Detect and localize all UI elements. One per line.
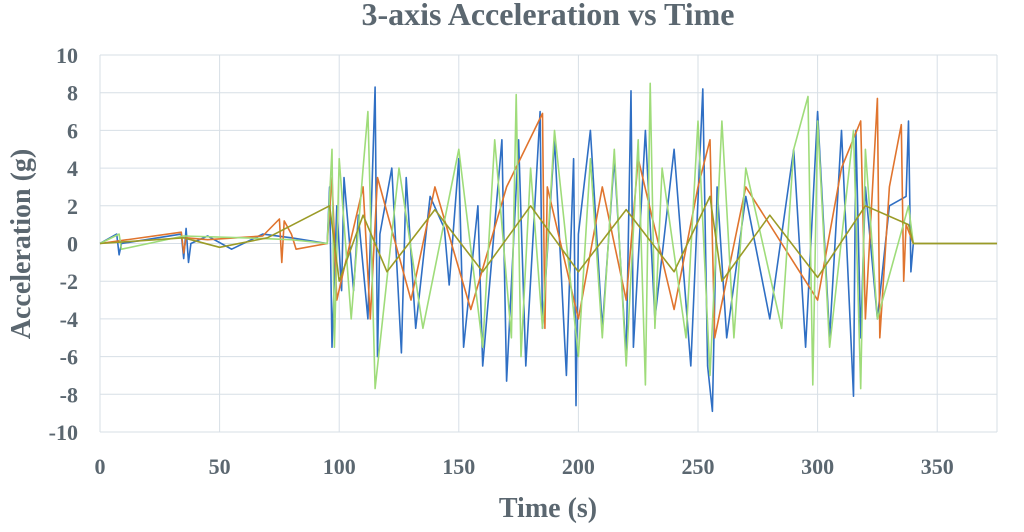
chart-title: 3-axis Acceleration vs Time bbox=[362, 0, 735, 32]
y-tick-label: 8 bbox=[67, 81, 78, 106]
series-layer bbox=[99, 82, 997, 413]
y-tick-label: -6 bbox=[60, 345, 78, 370]
x-tick-label: 0 bbox=[95, 454, 106, 479]
y-tick-label: -2 bbox=[60, 269, 78, 294]
y-tick-label: 6 bbox=[67, 118, 78, 143]
tick-labels: 10 8 6 4 2 0 -2 -4 -6 -8 -10 0 50 100 150 200 250 300 350 bbox=[49, 43, 954, 479]
y-tick-label: -10 bbox=[49, 420, 78, 445]
y-tick-label: 10 bbox=[56, 43, 78, 68]
series-line-4 bbox=[99, 195, 997, 283]
y-tick-label: -8 bbox=[60, 382, 78, 407]
y-tick-label: 4 bbox=[67, 156, 78, 181]
y-axis-title: Acceleration (g) bbox=[6, 149, 37, 339]
y-tick-label: 0 bbox=[67, 232, 78, 257]
x-axis-title: Time (s) bbox=[499, 493, 597, 524]
y-tick-label: -4 bbox=[60, 307, 78, 332]
x-tick-label: 200 bbox=[562, 454, 595, 479]
series-line-2 bbox=[99, 97, 997, 339]
x-tick-label: 100 bbox=[323, 454, 356, 479]
gridlines bbox=[99, 54, 998, 433]
x-tick-label: 350 bbox=[921, 454, 954, 479]
y-tick-label: 2 bbox=[67, 194, 78, 219]
x-tick-label: 300 bbox=[801, 454, 834, 479]
x-tick-label: 250 bbox=[682, 454, 715, 479]
x-tick-label: 50 bbox=[209, 454, 231, 479]
x-tick-label: 150 bbox=[442, 454, 475, 479]
